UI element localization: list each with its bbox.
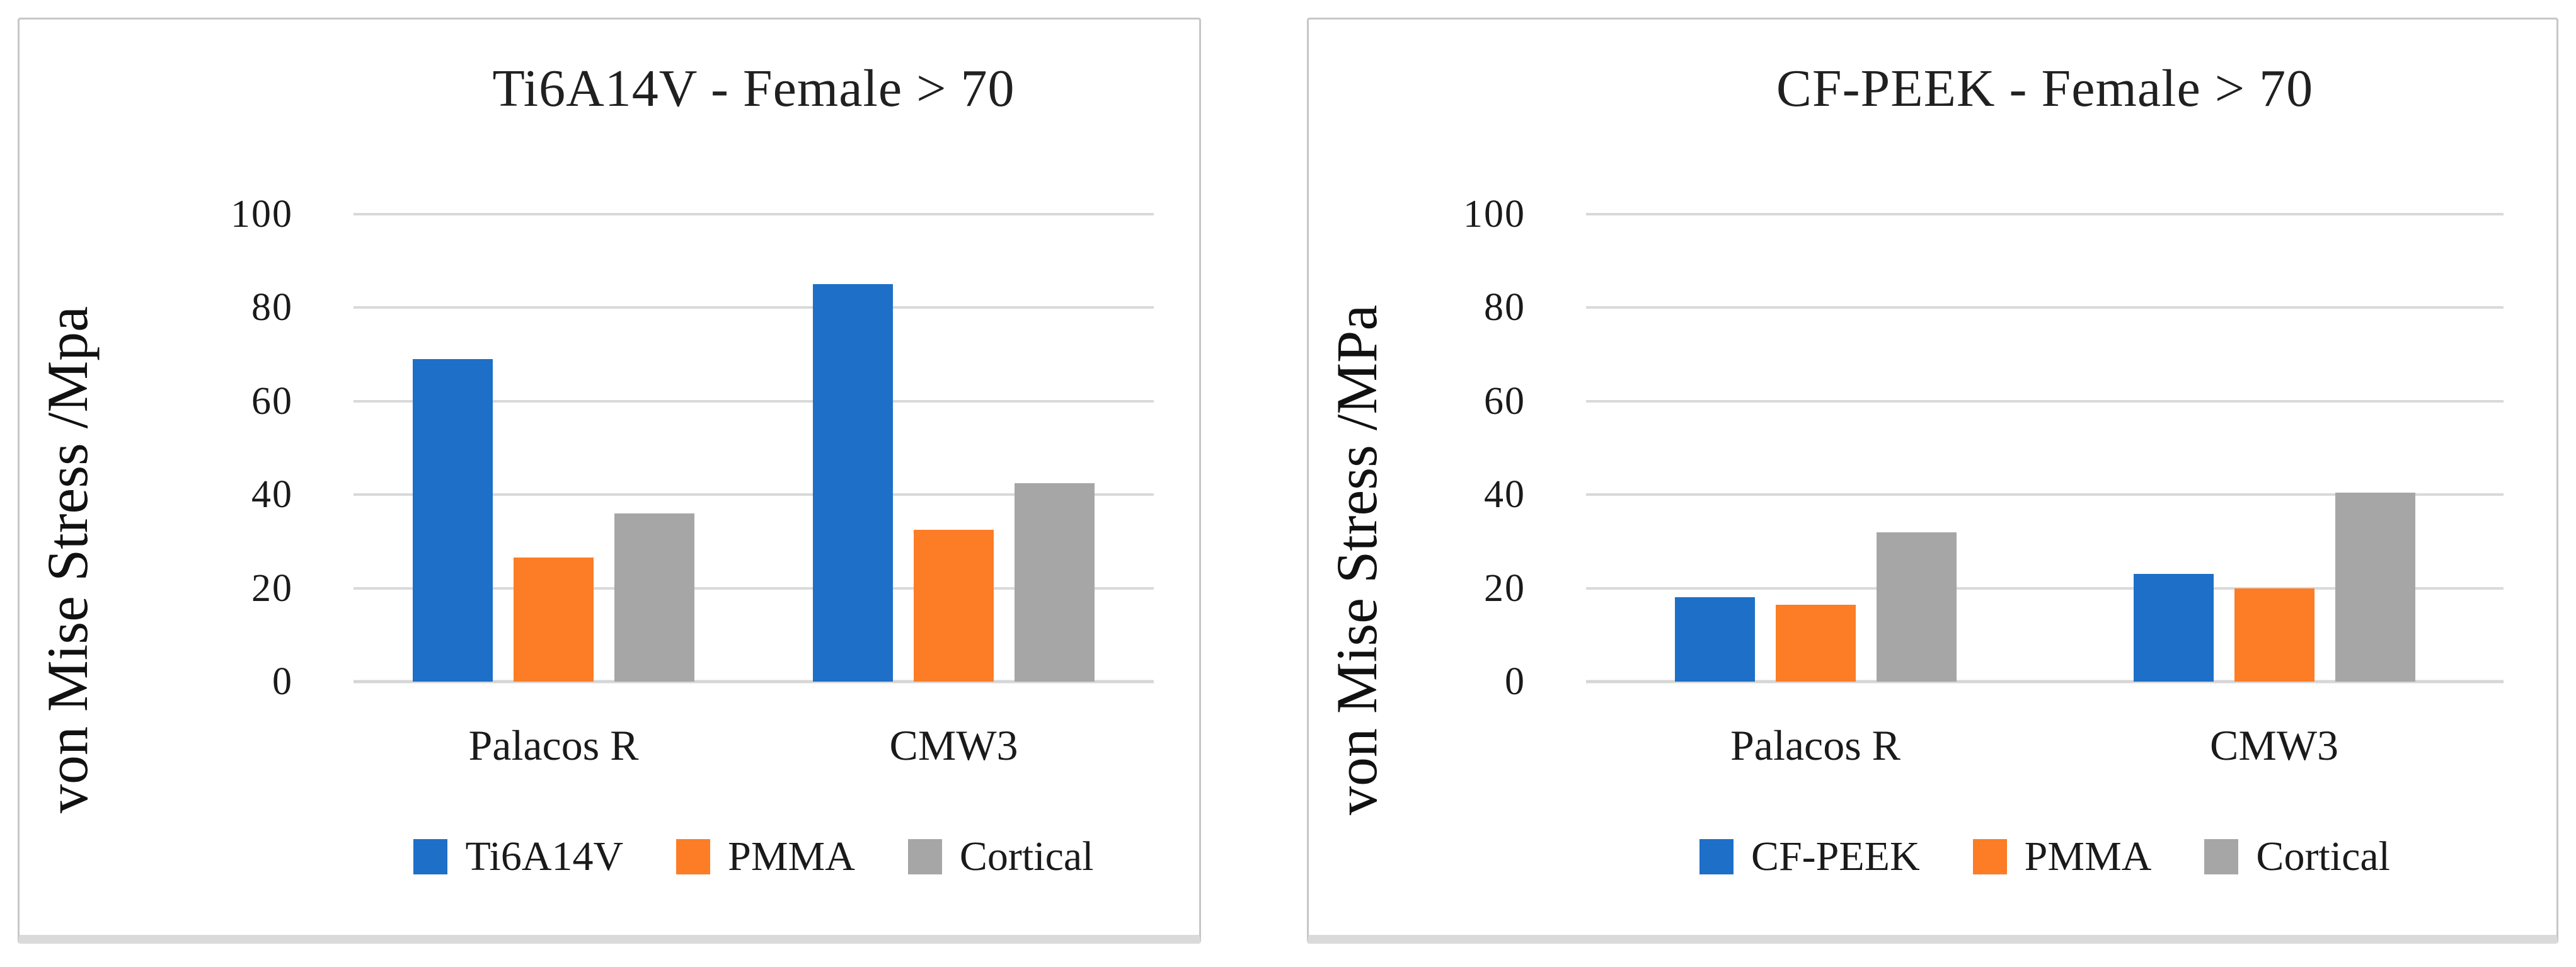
x-axis-labels: Palacos R CMW3: [354, 720, 1154, 772]
legend-swatch-pmma: [1972, 839, 2007, 874]
y-tick-60: 60: [1484, 379, 1526, 423]
bar-group-palacos-r: [1586, 214, 2045, 682]
bar-group-palacos-r: [354, 214, 754, 682]
y-axis-ticks: 100 80 60 40 20 0: [1309, 195, 1526, 701]
legend-item-ti6a14v: Ti6A14V: [413, 836, 623, 878]
x-label-cmw3: CMW3: [889, 721, 1018, 769]
legend-item-pmma: PMMA: [676, 836, 855, 878]
x-label-palacos-r: Palacos R: [1730, 721, 1901, 769]
x-label-cmw3: CMW3: [2210, 721, 2338, 769]
bar-pmma-palacos-r: [1775, 604, 1856, 682]
x-label-palacos-r: Palacos R: [468, 721, 639, 769]
chart-title: Ti6A14V - Female > 70: [492, 59, 1015, 118]
y-tick-20: 20: [1484, 566, 1526, 610]
gridline-20: [354, 586, 1154, 590]
gridline-20: [1586, 586, 2504, 590]
gridline-80: [1586, 306, 2504, 309]
bar-pmma-cmw3: [914, 529, 994, 682]
legend-label-ti6a14v: Ti6A14V: [465, 833, 624, 879]
legend-label-cortical: Cortical: [2256, 833, 2391, 879]
bar-pmma-cmw3: [2234, 588, 2314, 682]
x-axis-labels: Palacos R CMW3: [1586, 720, 2504, 772]
bar-cortical-cmw3: [1015, 483, 1095, 682]
plot-area: [1586, 213, 2504, 684]
gridline-60: [1586, 399, 2504, 403]
gridline-80: [354, 306, 1154, 309]
legend-item-cf-peek: CF-PEEK: [1699, 836, 1920, 878]
legend-label-cf-peek: CF-PEEK: [1751, 833, 1920, 879]
gridline-100: [354, 213, 1154, 215]
legend-item-cortical: Cortical: [907, 833, 1094, 879]
bar-group-cmw3: [2045, 214, 2504, 682]
y-tick-40: 40: [1484, 473, 1526, 517]
legend-swatch-pmma: [676, 839, 711, 874]
bar-cortical-cmw3: [2335, 492, 2415, 682]
bar-cortical-palacos-r: [614, 513, 694, 682]
chart-title: CF-PEEK - Female > 70: [1776, 59, 2314, 118]
gridline-40: [1586, 493, 2504, 496]
chart-panel-ti6a14v: Ti6A14V - Female > 70 von Mise Stress /M…: [18, 18, 1201, 944]
y-tick-80: 80: [251, 286, 293, 329]
x-axis-line: [1586, 680, 2504, 684]
legend: CF-PEEK PMMA Cortical: [1586, 836, 2504, 878]
legend: Ti6A14V PMMA Cortical: [354, 836, 1154, 878]
x-axis-line: [354, 680, 1154, 684]
y-tick-40: 40: [251, 473, 293, 517]
plot-area: [354, 213, 1154, 684]
y-tick-20: 20: [251, 566, 293, 610]
legend-swatch-cortical: [2204, 839, 2239, 874]
gridline-40: [354, 493, 1154, 496]
y-tick-60: 60: [251, 379, 293, 423]
bar-ti6a14v-cmw3: [813, 284, 893, 682]
gridline-100: [1586, 213, 2504, 215]
y-axis-ticks: 100 80 60 40 20 0: [20, 195, 293, 701]
y-tick-0: 0: [272, 660, 293, 703]
legend-swatch-ti6a14v: [413, 839, 448, 874]
gridline-60: [354, 399, 1154, 403]
legend-label-cortical: Cortical: [959, 833, 1094, 879]
legend-label-pmma: PMMA: [728, 833, 855, 879]
legend-swatch-cf-peek: [1699, 839, 1734, 874]
bar-ti6a14v-palacos-r: [413, 359, 493, 682]
legend-item-cortical: Cortical: [2204, 836, 2390, 878]
y-tick-100: 100: [231, 193, 293, 236]
chart-panel-cf-peek: CF-PEEK - Female > 70 von Mise Stress /M…: [1307, 18, 2558, 944]
legend-swatch-cortical: [907, 839, 942, 874]
legend-item-pmma: PMMA: [1972, 833, 2152, 879]
bar-cf-peek-palacos-r: [1674, 597, 1755, 682]
bar-cortical-palacos-r: [1876, 532, 1957, 682]
legend-label-pmma: PMMA: [2024, 833, 2152, 879]
y-tick-0: 0: [1505, 660, 1526, 703]
y-tick-100: 100: [1463, 193, 1526, 236]
bar-pmma-palacos-r: [514, 558, 594, 682]
y-tick-80: 80: [1484, 286, 1526, 329]
bar-group-cmw3: [754, 214, 1154, 682]
bar-cf-peek-cmw3: [2133, 574, 2214, 682]
